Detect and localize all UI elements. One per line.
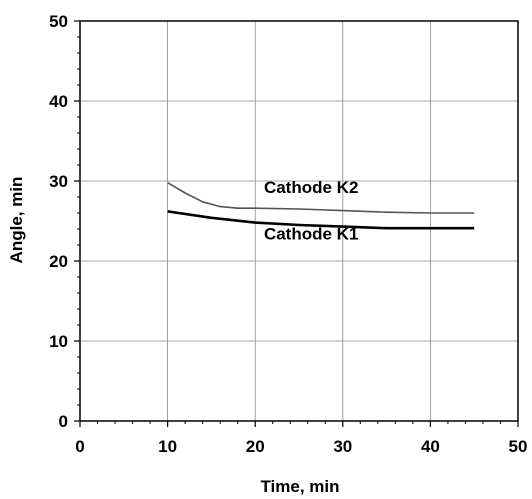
y-tick-label: 20 — [49, 252, 68, 271]
x-tick-labels: 0 10 20 30 40 50 — [75, 437, 527, 456]
x-tick-label: 10 — [158, 437, 177, 456]
y-tick-label: 40 — [49, 92, 68, 111]
series-lines — [167, 181, 475, 230]
grid-lines — [80, 21, 518, 421]
series-line-cathode-k1 — [167, 210, 475, 230]
series-label-cathode-k1: Cathode K1 — [264, 224, 358, 243]
x-axis-label: Time, min — [260, 477, 339, 496]
series-labels: Cathode K2 Cathode K1 — [264, 178, 358, 243]
plot-frame — [79, 20, 519, 422]
x-tick-label: 50 — [509, 437, 528, 456]
x-tick-label: 0 — [75, 437, 84, 456]
x-tick-label: 30 — [333, 437, 352, 456]
series-line-cathode-k2 — [167, 181, 475, 214]
x-tick-label: 20 — [246, 437, 265, 456]
y-tick-label: 50 — [49, 12, 68, 31]
series-label-cathode-k2: Cathode K2 — [264, 178, 358, 197]
y-tick-labels: 0 10 20 30 40 50 — [49, 12, 68, 431]
y-tick-label: 10 — [49, 332, 68, 351]
y-axis-label: Angle, min — [7, 177, 26, 264]
y-tick-label: 0 — [59, 412, 68, 431]
axis-ticks — [74, 20, 519, 427]
y-tick-label: 30 — [49, 172, 68, 191]
x-tick-label: 40 — [421, 437, 440, 456]
